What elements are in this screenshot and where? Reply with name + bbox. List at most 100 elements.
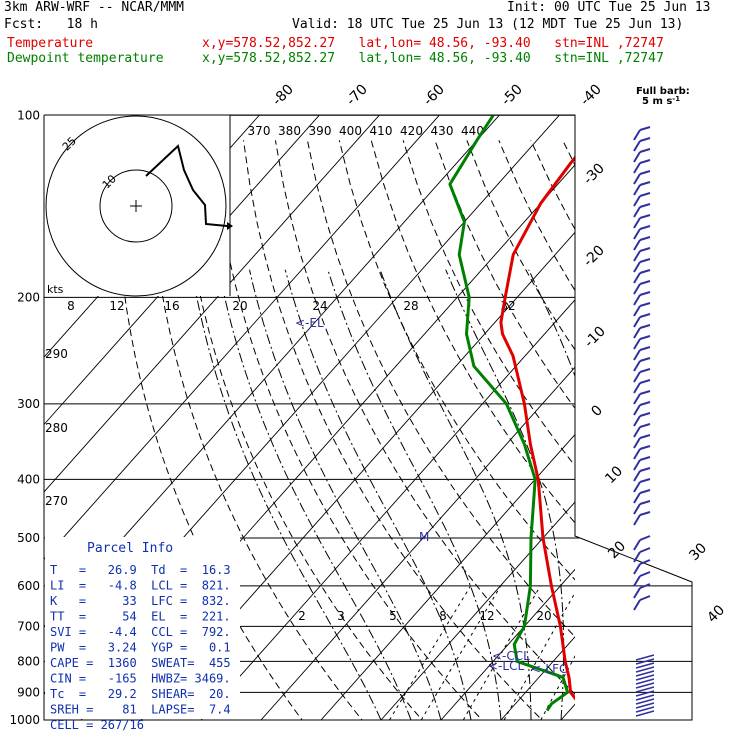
wind-barb-flag bbox=[639, 357, 651, 362]
wind-barb-flag bbox=[639, 159, 651, 164]
wind-barb bbox=[633, 481, 641, 493]
wind-barb bbox=[633, 492, 641, 504]
wind-barb-flag bbox=[639, 571, 651, 577]
isotherm-label: 20 bbox=[605, 538, 629, 562]
wind-barb-flag bbox=[639, 291, 651, 296]
pressure-tick-label: 800 bbox=[17, 654, 40, 668]
wind-barb-flag bbox=[639, 368, 651, 373]
wind-barb bbox=[633, 250, 641, 262]
isotherm-label: 30 bbox=[686, 540, 710, 564]
moist-adiabat bbox=[651, 270, 725, 720]
wind-barb bbox=[635, 666, 655, 673]
pressure-tick-label: 1000 bbox=[9, 713, 40, 727]
isotherm-label: 10 bbox=[602, 463, 626, 487]
mixing-ratio-line bbox=[420, 585, 502, 720]
wind-barb-flag bbox=[639, 500, 651, 505]
wind-barb bbox=[633, 371, 641, 383]
pressure-tick-label: 600 bbox=[17, 579, 40, 593]
wind-barb-flag bbox=[639, 445, 651, 450]
pressure-tick-label: 700 bbox=[17, 619, 40, 633]
lfc-marker: <-LFC bbox=[531, 662, 567, 676]
pressure-tick-label: 500 bbox=[17, 531, 40, 545]
wind-barb bbox=[633, 470, 641, 482]
wind-barb bbox=[633, 426, 641, 438]
moist-adiabat bbox=[681, 270, 740, 720]
wind-barb bbox=[633, 173, 641, 185]
valid-time: Valid: 18 UTC Tue 25 Jun 13 (12 MDT Tue … bbox=[292, 17, 684, 32]
wind-barb bbox=[633, 349, 641, 361]
parcel-row: LI = -4.8 LCL = 821. bbox=[50, 579, 231, 593]
parcel-row: SVI = -4.4 CCL = 792. bbox=[50, 625, 231, 639]
wind-barb-flag bbox=[639, 535, 651, 541]
wind-barb-flag bbox=[639, 269, 651, 274]
dry-adiabat bbox=[306, 140, 575, 638]
moist-adiabat bbox=[218, 269, 412, 720]
parcel-row: Tc = 29.2 SHEAR= 20. bbox=[50, 687, 231, 701]
wind-barb bbox=[633, 404, 641, 416]
mixing-ratio-label: 3 bbox=[337, 609, 345, 623]
isotherm-line bbox=[44, 115, 440, 561]
theta-e-label: 400 bbox=[339, 124, 362, 138]
dewpoint-legend: Dewpoint temperature bbox=[7, 51, 164, 66]
wind-barb bbox=[633, 503, 641, 515]
dry-adiabat bbox=[466, 140, 575, 351]
moist-adiabat bbox=[249, 269, 442, 720]
wind-barb bbox=[633, 206, 641, 218]
wind-barb bbox=[633, 393, 641, 405]
wind-barb-flag bbox=[639, 324, 651, 329]
wind-barb-flag bbox=[639, 214, 651, 219]
mixing-ratio-label: 2 bbox=[298, 609, 306, 623]
lcl-marker: <-LCL bbox=[488, 659, 524, 673]
pressure-tick-label: 200 bbox=[17, 290, 40, 304]
wind-barb-flag bbox=[639, 203, 651, 208]
dewpoint-location: x,y=578.52,852.27 lat,lon= 48.56, -93.40… bbox=[202, 51, 664, 66]
parcel-rows: T = 26.9 Td = 16.3 LI = -4.8 LCL = 821.K … bbox=[50, 563, 231, 732]
wind-barb bbox=[633, 239, 641, 251]
dry-adiabat-label: 280 bbox=[45, 421, 68, 435]
mixing-ratio-label: 24 bbox=[312, 299, 327, 313]
wind-barb-flag bbox=[639, 170, 651, 175]
ccl-marker: <-CCL bbox=[492, 649, 530, 663]
isotherm-line bbox=[560, 703, 575, 720]
dry-adiabat-label: 290 bbox=[45, 347, 68, 361]
wind-barb-flag bbox=[639, 280, 651, 285]
mixing-ratio-label: 16 bbox=[164, 299, 179, 313]
mixing-ratio-label: 12 bbox=[479, 609, 494, 623]
wind-barb-flag bbox=[639, 559, 651, 565]
wind-barb bbox=[635, 706, 655, 713]
wind-barb-flag bbox=[639, 258, 651, 263]
wind-barb-flag bbox=[639, 346, 651, 351]
dry-adiabat bbox=[243, 140, 543, 720]
dry-adiabat bbox=[658, 140, 740, 733]
isotherm-label: -50 bbox=[498, 81, 525, 108]
barb-legend-exp: -1 bbox=[672, 95, 680, 103]
wind-barb-flag bbox=[639, 390, 651, 395]
wind-barb bbox=[635, 682, 655, 689]
theta-e-label: 370 bbox=[248, 124, 271, 138]
wind-barb-flag bbox=[639, 511, 651, 516]
dry-adiabat bbox=[722, 140, 740, 733]
wind-barb bbox=[633, 459, 641, 471]
profiles bbox=[448, 115, 575, 712]
wind-barb-flag bbox=[639, 236, 651, 241]
temperature-legend: Temperature bbox=[7, 36, 94, 51]
parcel-row: CIN = -165 HWBZ= 3469. bbox=[50, 672, 231, 686]
mixing-ratio-label: 28 bbox=[403, 299, 418, 313]
wind-barb-flag bbox=[639, 335, 651, 340]
wind-barb bbox=[633, 162, 641, 174]
isotherm-label: -40 bbox=[577, 81, 604, 108]
hodo-arrowhead bbox=[227, 222, 233, 230]
wind-barb bbox=[635, 674, 655, 681]
moist-adiabat bbox=[327, 269, 502, 720]
hodo-trace bbox=[145, 144, 228, 227]
mixing-ratio-label: 5 bbox=[389, 609, 397, 623]
moist-adiabat bbox=[379, 269, 532, 720]
wind-barb bbox=[633, 563, 641, 575]
parcel-info: Parcel Info T = 26.9 Td = 16.3 LI = -4.8 … bbox=[45, 537, 240, 732]
barb-legend-title: Full barb: bbox=[636, 86, 690, 97]
wind-barb bbox=[633, 437, 641, 449]
wind-barb bbox=[633, 140, 641, 152]
wind-barb-flag bbox=[639, 379, 651, 384]
mixing-ratio-label: 8 bbox=[439, 609, 447, 623]
